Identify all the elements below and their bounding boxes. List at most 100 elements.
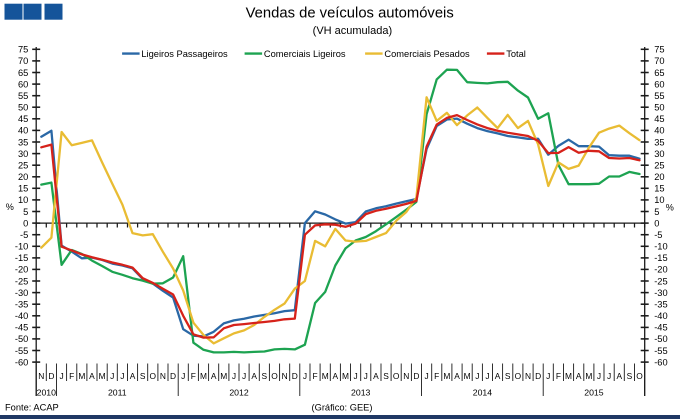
svg-text:O: O: [636, 371, 643, 381]
svg-text:A: A: [576, 371, 582, 381]
svg-text:-30: -30: [654, 288, 667, 298]
svg-text:25: 25: [654, 161, 664, 171]
svg-text:-15: -15: [15, 253, 28, 263]
svg-text:J: J: [607, 371, 611, 381]
svg-text:M: M: [565, 371, 572, 381]
svg-text:M: M: [99, 371, 106, 381]
svg-text:-55: -55: [15, 346, 28, 356]
svg-text:15: 15: [654, 184, 664, 194]
svg-text:J: J: [354, 371, 358, 381]
svg-text:O: O: [150, 371, 157, 381]
svg-text:60: 60: [18, 79, 28, 89]
svg-text:M: M: [78, 371, 85, 381]
svg-text:F: F: [69, 371, 74, 381]
svg-text:10: 10: [654, 195, 664, 205]
svg-text:N: N: [403, 371, 409, 381]
svg-text:-40: -40: [654, 311, 667, 321]
svg-text:(VH acumulada): (VH acumulada): [313, 25, 392, 37]
svg-text:55: 55: [18, 91, 28, 101]
svg-text:O: O: [515, 371, 522, 381]
svg-text:-30: -30: [15, 288, 28, 298]
svg-text:J: J: [59, 371, 63, 381]
svg-text:J: J: [181, 371, 185, 381]
svg-text:60: 60: [654, 79, 664, 89]
svg-text:2011: 2011: [108, 387, 127, 397]
svg-text:D: D: [413, 371, 419, 381]
svg-text:2010: 2010: [37, 387, 56, 397]
svg-text:O: O: [271, 371, 278, 381]
svg-text:45: 45: [18, 114, 28, 124]
svg-text:-50: -50: [654, 334, 667, 344]
svg-text:J: J: [242, 371, 246, 381]
svg-text:D: D: [48, 371, 54, 381]
svg-text:J: J: [485, 371, 489, 381]
svg-text:40: 40: [18, 126, 28, 136]
svg-text:-20: -20: [15, 265, 28, 275]
svg-text:M: M: [464, 371, 471, 381]
svg-text:J: J: [303, 371, 307, 381]
svg-text:N: N: [38, 371, 44, 381]
svg-text:-45: -45: [15, 323, 28, 333]
svg-text:(Gráfico: GEE): (Gráfico: GEE): [312, 403, 373, 413]
svg-text:D: D: [292, 371, 298, 381]
svg-text:-35: -35: [15, 300, 28, 310]
svg-text:M: M: [585, 371, 592, 381]
svg-text:65: 65: [18, 68, 28, 78]
svg-text:-50: -50: [15, 334, 28, 344]
svg-text:70: 70: [18, 56, 28, 66]
svg-text:F: F: [312, 371, 317, 381]
svg-text:-60: -60: [15, 357, 28, 367]
svg-text:O: O: [393, 371, 400, 381]
svg-text:A: A: [333, 371, 339, 381]
svg-text:75: 75: [654, 45, 664, 55]
svg-text:0: 0: [654, 218, 659, 228]
svg-text:%: %: [666, 203, 674, 213]
svg-text:30: 30: [18, 149, 28, 159]
svg-text:20: 20: [654, 172, 664, 182]
svg-text:J: J: [424, 371, 428, 381]
svg-text:D: D: [535, 371, 541, 381]
svg-text:-5: -5: [20, 230, 28, 240]
svg-text:M: M: [200, 371, 207, 381]
svg-text:35: 35: [654, 137, 664, 147]
svg-text:-40: -40: [15, 311, 28, 321]
svg-text:40: 40: [654, 126, 664, 136]
svg-text:F: F: [191, 371, 196, 381]
svg-text:20: 20: [18, 172, 28, 182]
svg-text:-10: -10: [15, 242, 28, 252]
svg-text:50: 50: [654, 103, 664, 113]
svg-text:-25: -25: [654, 276, 667, 286]
svg-text:J: J: [120, 371, 124, 381]
svg-text:F: F: [434, 371, 439, 381]
svg-text:Vendas de veículos automóveis: Vendas de veículos automóveis: [246, 6, 454, 22]
svg-text:Total: Total: [506, 49, 526, 59]
svg-text:50: 50: [18, 103, 28, 113]
svg-text:35: 35: [18, 137, 28, 147]
svg-text:M: M: [443, 371, 450, 381]
svg-text:5: 5: [654, 207, 659, 217]
svg-text:-25: -25: [15, 276, 28, 286]
svg-text:15: 15: [18, 184, 28, 194]
svg-text:A: A: [251, 371, 257, 381]
svg-text:-55: -55: [654, 346, 667, 356]
svg-text:65: 65: [654, 68, 664, 78]
svg-text:S: S: [505, 371, 511, 381]
svg-text:J: J: [364, 371, 368, 381]
svg-text:%: %: [6, 202, 14, 212]
svg-text:-10: -10: [654, 242, 667, 252]
svg-text:2015: 2015: [584, 387, 603, 397]
svg-text:45: 45: [654, 114, 664, 124]
svg-text:A: A: [89, 371, 95, 381]
svg-text:-20: -20: [654, 265, 667, 275]
svg-text:2012: 2012: [229, 387, 248, 397]
svg-text:A: A: [454, 371, 460, 381]
svg-text:-35: -35: [654, 300, 667, 310]
svg-text:N: N: [282, 371, 288, 381]
svg-text:-15: -15: [654, 253, 667, 263]
svg-text:0: 0: [23, 218, 28, 228]
svg-text:A: A: [616, 371, 622, 381]
svg-text:75: 75: [18, 45, 28, 55]
svg-text:Ligeiros Passageiros: Ligeiros Passageiros: [141, 49, 228, 59]
svg-text:A: A: [495, 371, 501, 381]
svg-text:A: A: [373, 371, 379, 381]
